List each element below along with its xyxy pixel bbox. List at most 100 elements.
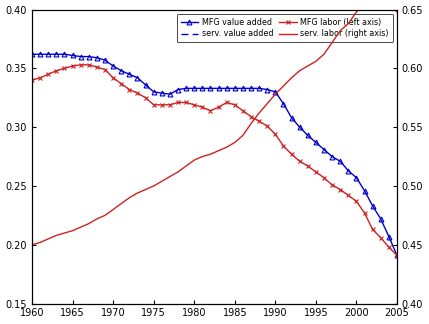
- MFG value added: [45, 52, 51, 56]
- MFG labor (left axis): [346, 193, 351, 197]
- MFG value added: [305, 133, 310, 137]
- MFG labor (left axis): [103, 68, 108, 72]
- MFG value added: [127, 72, 132, 76]
- serv. labor (right axis): [224, 145, 229, 149]
- MFG value added: [30, 52, 35, 56]
- MFG labor (left axis): [175, 100, 181, 104]
- Legend: MFG value added, serv. value added, MFG labor (left axis), serv. labor (right ax: MFG value added, serv. value added, MFG …: [177, 14, 393, 42]
- MFG labor (left axis): [208, 109, 213, 113]
- serv. labor (right axis): [346, 22, 351, 26]
- serv. labor (right axis): [94, 217, 100, 221]
- MFG labor (left axis): [232, 103, 237, 107]
- MFG labor (left axis): [119, 82, 124, 86]
- Line: serv. labor (right axis): serv. labor (right axis): [32, 0, 397, 245]
- serv. labor (right axis): [184, 164, 189, 168]
- MFG labor (left axis): [151, 103, 156, 107]
- Line: serv. value added: serv. value added: [32, 304, 397, 324]
- serv. labor (right axis): [386, 2, 391, 6]
- MFG labor (left axis): [329, 183, 335, 187]
- serv. labor (right axis): [86, 222, 91, 226]
- MFG labor (left axis): [184, 100, 189, 104]
- MFG labor (left axis): [305, 164, 310, 168]
- serv. labor (right axis): [257, 111, 262, 115]
- MFG value added: [70, 53, 75, 57]
- serv. labor (right axis): [167, 175, 172, 179]
- MFG labor (left axis): [159, 103, 164, 107]
- MFG value added: [378, 217, 384, 221]
- MFG value added: [94, 56, 100, 60]
- MFG labor (left axis): [54, 69, 59, 73]
- serv. labor (right axis): [70, 229, 75, 233]
- MFG labor (left axis): [394, 253, 399, 257]
- MFG labor (left axis): [265, 124, 270, 128]
- MFG labor (left axis): [86, 63, 91, 67]
- MFG labor (left axis): [143, 96, 148, 100]
- serv. labor (right axis): [135, 191, 140, 195]
- MFG value added: [224, 87, 229, 90]
- MFG labor (left axis): [30, 78, 35, 82]
- MFG value added: [78, 55, 83, 59]
- MFG labor (left axis): [62, 66, 67, 70]
- serv. labor (right axis): [208, 152, 213, 156]
- MFG labor (left axis): [135, 91, 140, 95]
- MFG labor (left axis): [257, 119, 262, 123]
- MFG value added: [281, 102, 286, 106]
- MFG value added: [159, 91, 164, 95]
- MFG labor (left axis): [297, 159, 302, 163]
- MFG labor (left axis): [94, 65, 100, 69]
- MFG labor (left axis): [354, 199, 359, 203]
- MFG labor (left axis): [38, 76, 43, 80]
- MFG value added: [297, 125, 302, 129]
- MFG value added: [362, 189, 367, 193]
- serv. labor (right axis): [313, 59, 318, 63]
- MFG value added: [257, 87, 262, 90]
- serv. labor (right axis): [175, 170, 181, 174]
- serv. labor (right axis): [289, 76, 294, 80]
- serv. labor (right axis): [127, 196, 132, 200]
- MFG value added: [248, 87, 254, 90]
- MFG value added: [370, 204, 375, 208]
- MFG value added: [273, 90, 278, 94]
- serv. labor (right axis): [143, 188, 148, 191]
- serv. labor (right axis): [354, 10, 359, 14]
- MFG value added: [143, 83, 148, 87]
- MFG value added: [321, 147, 326, 151]
- MFG value added: [386, 235, 391, 238]
- Line: MFG value added: MFG value added: [30, 52, 399, 258]
- serv. labor (right axis): [111, 208, 116, 212]
- serv. value added: [386, 310, 391, 314]
- MFG labor (left axis): [289, 152, 294, 156]
- serv. labor (right axis): [45, 237, 51, 241]
- MFG labor (left axis): [281, 144, 286, 148]
- serv. labor (right axis): [103, 214, 108, 217]
- serv. labor (right axis): [240, 133, 245, 137]
- MFG value added: [354, 176, 359, 180]
- serv. labor (right axis): [159, 179, 164, 183]
- Line: MFG labor (left axis): MFG labor (left axis): [30, 63, 399, 258]
- serv. labor (right axis): [305, 64, 310, 68]
- MFG value added: [200, 87, 205, 90]
- serv. labor (right axis): [232, 141, 237, 145]
- serv. labor (right axis): [329, 40, 335, 44]
- MFG value added: [86, 55, 91, 59]
- MFG value added: [216, 87, 221, 90]
- serv. value added: [394, 302, 399, 306]
- MFG value added: [265, 87, 270, 91]
- MFG value added: [135, 76, 140, 80]
- serv. labor (right axis): [394, 10, 399, 14]
- serv. labor (right axis): [62, 231, 67, 235]
- serv. labor (right axis): [192, 158, 197, 162]
- serv. labor (right axis): [281, 84, 286, 88]
- MFG labor (left axis): [200, 105, 205, 109]
- MFG labor (left axis): [70, 64, 75, 68]
- MFG value added: [338, 159, 343, 163]
- serv. labor (right axis): [378, 0, 384, 2]
- MFG labor (left axis): [378, 236, 384, 240]
- serv. labor (right axis): [54, 233, 59, 237]
- serv. labor (right axis): [200, 155, 205, 158]
- MFG labor (left axis): [127, 87, 132, 91]
- MFG value added: [394, 253, 399, 257]
- serv. labor (right axis): [151, 184, 156, 188]
- serv. labor (right axis): [38, 240, 43, 244]
- serv. labor (right axis): [119, 202, 124, 205]
